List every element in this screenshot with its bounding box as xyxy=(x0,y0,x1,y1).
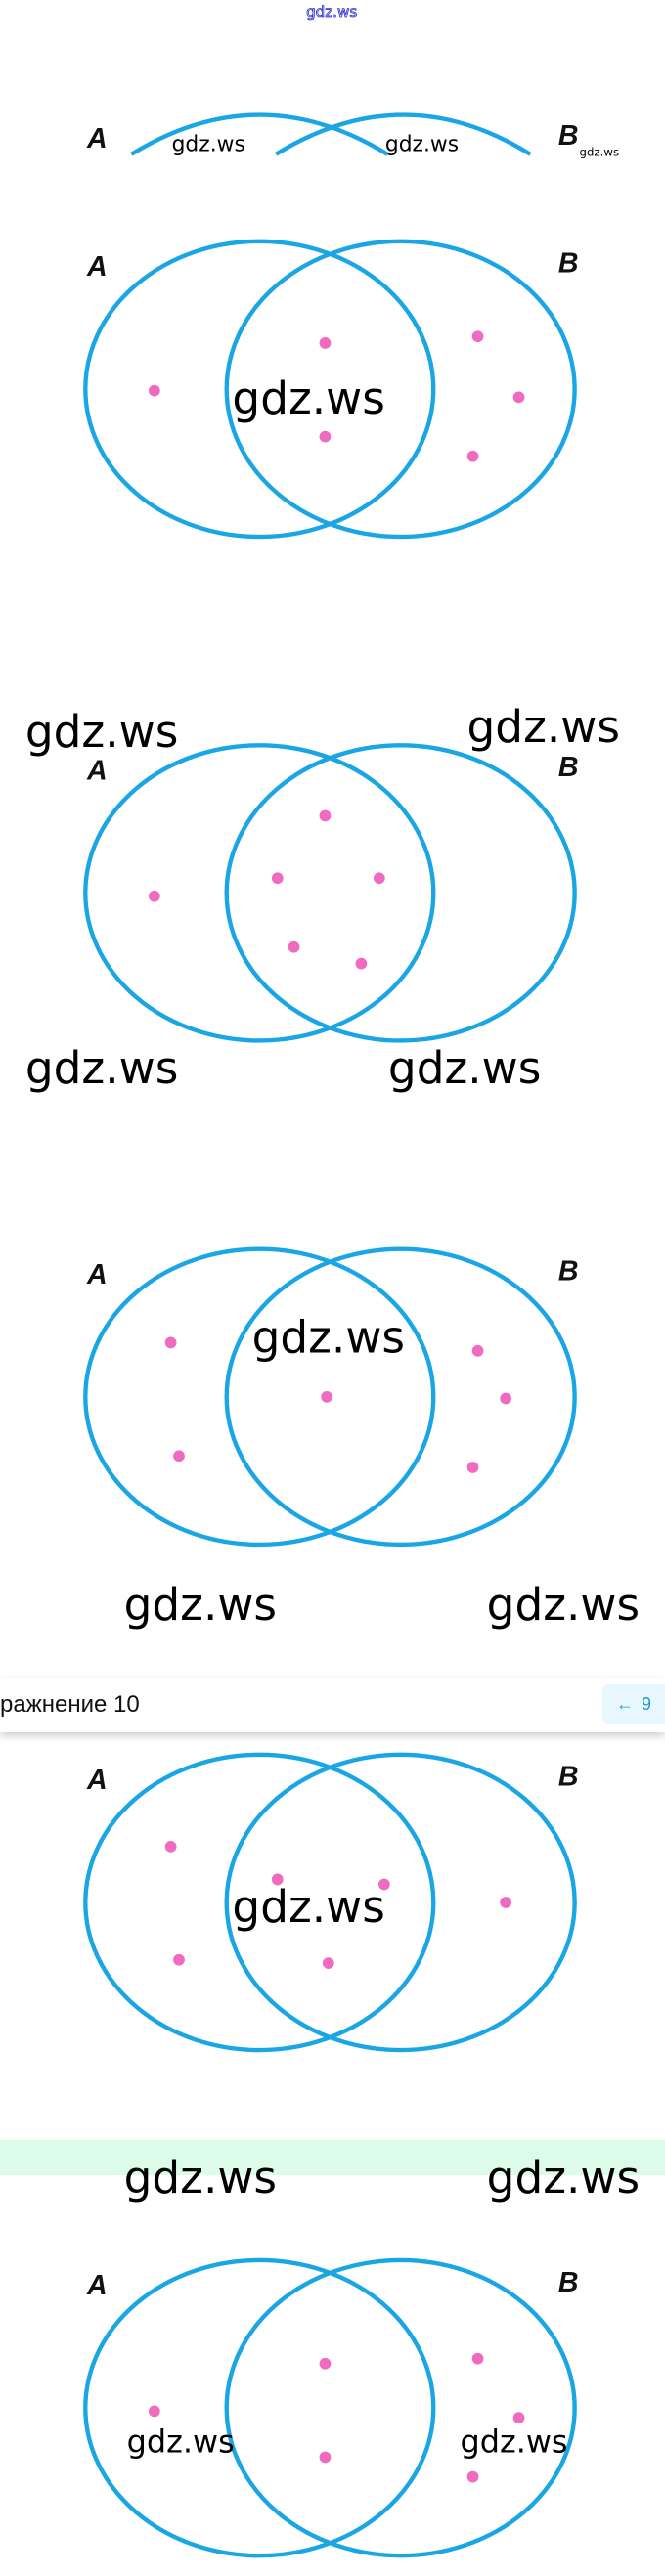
dot xyxy=(288,940,300,953)
venn-1 xyxy=(83,239,577,540)
dot xyxy=(164,1840,177,1853)
dot xyxy=(148,2405,160,2418)
watermark: gdz.ws xyxy=(467,701,620,753)
dot xyxy=(321,1390,332,1403)
watermark: gdz.ws xyxy=(25,706,178,758)
label-b: B xyxy=(558,1762,579,1793)
label-a: A xyxy=(86,123,108,154)
dot xyxy=(148,384,160,397)
dot xyxy=(471,330,484,343)
dot xyxy=(173,1953,185,1966)
arrow-left-icon: ← xyxy=(615,1693,634,1714)
watermark: gdz.ws xyxy=(580,146,620,159)
label-b: B xyxy=(558,752,579,783)
watermark: gdz.ws xyxy=(252,1311,405,1363)
dot xyxy=(466,1462,479,1473)
dot xyxy=(319,2451,332,2464)
previous-exercise-button[interactable]: ← 9 xyxy=(602,1684,665,1724)
dot xyxy=(164,1336,177,1349)
venn-2 xyxy=(83,743,577,1043)
watermark: gdz.ws xyxy=(232,372,384,424)
watermark: gdz.ws xyxy=(25,1042,178,1094)
label-b: B xyxy=(558,2267,579,2298)
dot xyxy=(500,1897,512,1908)
dot xyxy=(512,2412,525,2424)
watermark: gdz.ws xyxy=(127,2423,235,2460)
dot xyxy=(322,1957,334,1969)
arc-b xyxy=(274,112,532,156)
dot xyxy=(512,391,525,404)
watermark: gdz.ws xyxy=(232,1881,384,1933)
dot xyxy=(319,809,332,822)
watermark: gdz.ws xyxy=(487,1579,640,1631)
label-a: A xyxy=(86,1259,108,1290)
dot xyxy=(355,957,368,970)
dot xyxy=(373,872,385,885)
label-a: A xyxy=(86,251,108,283)
dot xyxy=(378,1878,390,1891)
dots xyxy=(148,330,525,2483)
watermark: gdz.ws xyxy=(385,132,459,156)
dot xyxy=(471,2352,484,2365)
dot xyxy=(271,872,284,885)
watermark: gdz.ws xyxy=(487,2152,640,2204)
exercise-title: ражнение 10 xyxy=(0,1691,140,1718)
label-a: A xyxy=(86,756,108,787)
dot xyxy=(319,430,332,443)
dot xyxy=(319,337,332,349)
watermark: gdz.ws xyxy=(388,1042,541,1094)
label-b: B xyxy=(558,248,579,280)
label-a: A xyxy=(86,1765,108,1796)
dot xyxy=(466,2470,479,2483)
watermark: gdz.ws xyxy=(172,132,245,156)
label-b: B xyxy=(558,1256,579,1288)
watermark: gdz.ws xyxy=(306,3,357,21)
label-b: B xyxy=(558,120,579,152)
dot xyxy=(500,1392,512,1405)
exercise-toolbar: ражнение 10 ← 9 xyxy=(0,1678,665,1732)
watermark: gdz.ws xyxy=(460,2423,567,2460)
label-a: A xyxy=(86,2270,108,2301)
arc-a xyxy=(130,112,389,156)
dot xyxy=(319,2357,332,2370)
venn-4 xyxy=(83,1752,577,2053)
dot xyxy=(173,1450,185,1463)
watermark: gdz.ws xyxy=(124,1579,277,1631)
dot xyxy=(148,890,160,902)
dot xyxy=(271,1873,284,1886)
venn-3 xyxy=(83,1246,577,1548)
venn-5 xyxy=(83,2257,577,2558)
highlight-band xyxy=(0,2140,665,2175)
dot xyxy=(471,1344,484,1357)
previous-exercise-number: 9 xyxy=(641,1693,651,1714)
watermark: gdz.ws xyxy=(124,2152,277,2204)
dot xyxy=(466,450,479,462)
